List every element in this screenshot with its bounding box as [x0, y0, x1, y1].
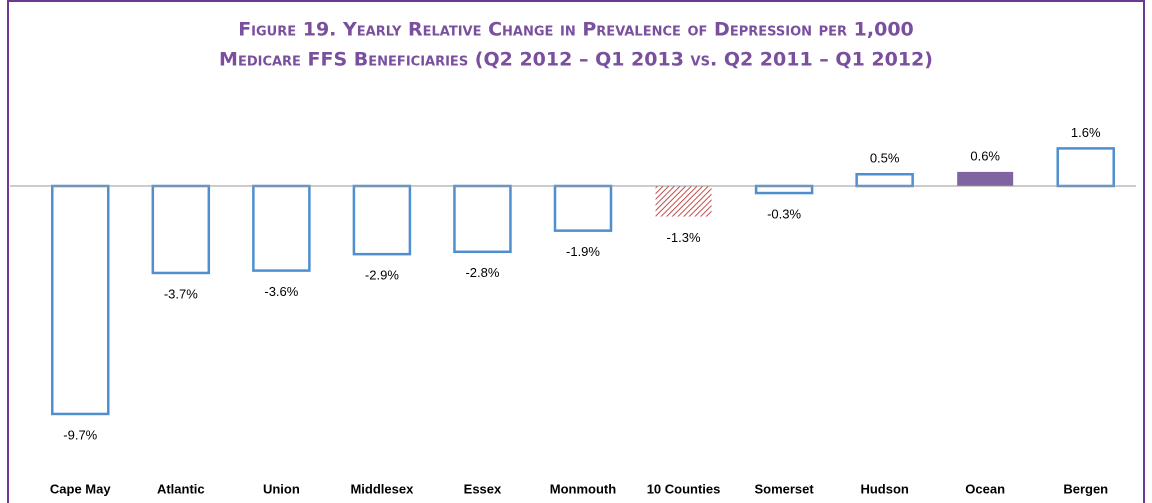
value-label: -0.3%	[767, 206, 801, 221]
value-label: 0.5%	[870, 151, 900, 166]
value-label: 1.6%	[1071, 125, 1101, 140]
bar	[553, 184, 613, 232]
bar	[1056, 147, 1115, 188]
x-tick-label: Hudson	[860, 481, 908, 496]
bar	[655, 186, 712, 217]
bar	[453, 184, 512, 254]
value-label: -3.7%	[164, 286, 198, 301]
x-tick-label: Cape May	[50, 481, 111, 496]
chart-title: Medicare FFS Beneficiaries (Q2 2012 – Q1…	[219, 49, 933, 71]
value-label: 0.6%	[970, 148, 1000, 163]
x-tick-label: Monmouth	[550, 481, 616, 496]
value-label: -2.8%	[465, 265, 499, 280]
x-tick-label: 10 Counties	[647, 481, 721, 496]
x-tick-label: Middlesex	[350, 481, 414, 496]
value-label: -2.9%	[365, 268, 399, 283]
x-tick-label: Somerset	[754, 481, 814, 496]
value-label: -1.3%	[667, 230, 701, 245]
chart-title: Figure 19. Yearly Relative Change in Pre…	[238, 19, 914, 41]
bar	[957, 171, 1014, 186]
value-label: -3.6%	[264, 284, 298, 299]
x-tick-label: Atlantic	[157, 481, 205, 496]
bar	[352, 184, 412, 256]
value-label: -9.7%	[63, 427, 97, 442]
x-tick-label: Ocean	[965, 481, 1005, 496]
bar	[51, 184, 110, 416]
bar	[252, 184, 311, 272]
x-tick-label: Union	[263, 481, 300, 496]
x-tick-label: Bergen	[1063, 481, 1108, 496]
bar	[754, 184, 814, 195]
bar	[855, 173, 914, 188]
bar	[151, 184, 211, 275]
x-tick-label: Essex	[464, 481, 502, 496]
value-label: -1.9%	[566, 244, 600, 259]
frame	[7, 0, 1145, 503]
